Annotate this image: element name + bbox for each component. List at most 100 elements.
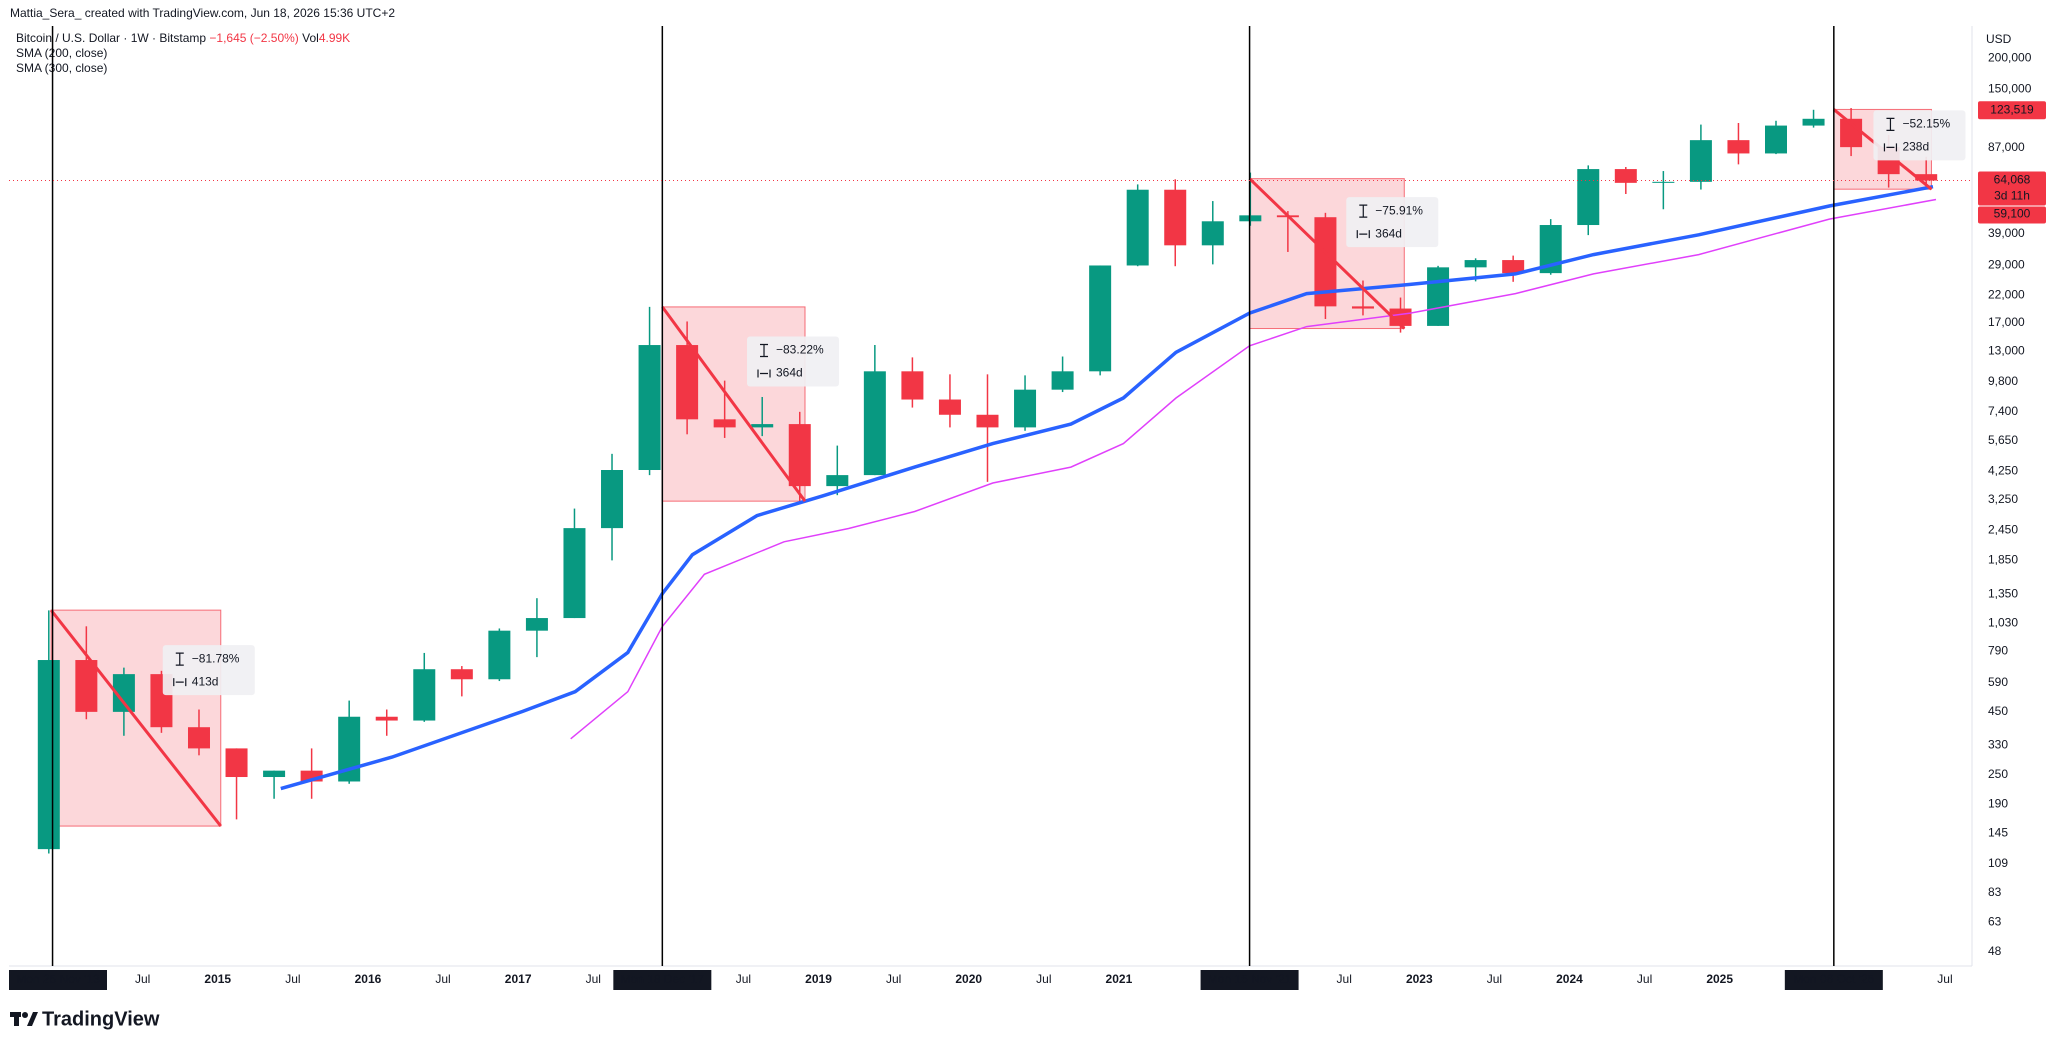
y-tick-label: 87,000 (1988, 140, 2025, 154)
candle-body (901, 371, 924, 400)
candle-body (713, 419, 736, 428)
y-tick-label: 150,000 (1988, 82, 2032, 96)
x-tick-label: Jul (285, 972, 300, 986)
y-tick-label: 83 (1988, 885, 2002, 899)
candle-body (1239, 215, 1262, 222)
y-tick-label: 3,250 (1988, 492, 2018, 506)
y-tick-label: 5,650 (1988, 433, 2018, 447)
y-tick-label: 790 (1988, 644, 2008, 658)
x-tick-label: 2019 (805, 972, 832, 986)
candle-body (1915, 174, 1938, 181)
marker-label-box (1784, 970, 1883, 990)
price-tag-label: 123,519 (1990, 102, 2034, 116)
candle-body (1652, 181, 1675, 183)
y-tick-label: 2,450 (1988, 522, 2018, 536)
duration-icon (173, 678, 187, 687)
candle-body (1089, 265, 1112, 372)
x-tick-label: Jul (886, 972, 901, 986)
candle-body (112, 674, 135, 712)
x-tick-label: Jul (1036, 972, 1051, 986)
logo-slash (27, 1012, 38, 1026)
x-tick-label: 2023 (1406, 972, 1433, 986)
candle-body (1689, 140, 1712, 182)
candle-body (601, 470, 624, 529)
marker-label-box (9, 970, 107, 990)
measure-diagonal (49, 609, 222, 828)
marker-label: Mon 18 Dec '17 (620, 972, 704, 986)
y-tick-label: 63 (1988, 915, 2002, 929)
candle-body (1840, 118, 1863, 148)
candle-body (938, 399, 961, 415)
volume: 4.99K (319, 31, 350, 45)
sma-line (570, 198, 1937, 740)
candle-body (225, 748, 248, 778)
candle-body (1164, 189, 1187, 246)
candle-body (1502, 260, 1525, 274)
range-icon (1359, 204, 1368, 218)
y-tick-label: 200,000 (1988, 51, 2032, 65)
measure-duration: 364d (1375, 226, 1402, 240)
y-tick-label: 590 (1988, 675, 2008, 689)
x-tick-label: 2016 (355, 972, 382, 986)
x-tick-label: Jul (1487, 972, 1502, 986)
candle-body (1464, 260, 1487, 268)
price-tag (1978, 101, 2046, 120)
candle-body (375, 716, 398, 721)
y-tick-label: 145 (1988, 825, 2008, 839)
marker-label: Mon 06 Oct '25 (1793, 972, 1874, 986)
brand: TradingView (42, 1008, 160, 1030)
candle-body (1765, 125, 1788, 154)
legend-sma200: SMA (200, close) (16, 46, 107, 60)
candle-body (37, 660, 60, 850)
y-tick-label: 17,000 (1988, 315, 2025, 329)
marker-label-box (1200, 970, 1299, 990)
candle-body (450, 669, 473, 680)
price-tag (1978, 171, 2046, 206)
duration-icon (757, 369, 771, 378)
candle-body (751, 424, 774, 428)
y-tick-label: 29,000 (1988, 258, 2025, 272)
candle-body (1427, 267, 1450, 326)
candle-body (976, 414, 999, 428)
sma-line (280, 184, 1934, 791)
candle-body (338, 716, 361, 782)
credit: Mattia_Sera_ created with TradingView.co… (10, 6, 395, 20)
y-tick-label: 450 (1988, 704, 2008, 718)
y-tick-label: 1,350 (1988, 586, 2018, 600)
price-tag-label: 64,068 (1994, 173, 2031, 187)
y-tick-label: 9,800 (1988, 374, 2018, 388)
candle-body (300, 770, 323, 782)
candle-body (826, 475, 849, 487)
x-tick-label: Jul (135, 972, 150, 986)
x-tick-label: 2020 (955, 972, 982, 986)
candle-body (638, 345, 661, 471)
x-tick-label: 2024 (1556, 972, 1583, 986)
x-tick-label: 2025 (1706, 972, 1733, 986)
price-tag-label: 59,100 (1994, 207, 2031, 221)
measure-duration: 238d (1902, 140, 1929, 154)
measure-change: −81.78% (192, 651, 240, 665)
measure-duration: 364d (776, 366, 803, 380)
price-tag (1978, 206, 2046, 224)
candle-body (1201, 221, 1224, 246)
y-tick-label: 190 (1988, 796, 2008, 810)
change: −1,645 (−2.50%) (209, 31, 298, 45)
measure-change: −75.91% (1375, 203, 1423, 217)
candle-body (187, 727, 210, 749)
candle-body (1126, 189, 1149, 266)
symbol: Bitcoin / U.S. Dollar · 1W · Bitstamp (16, 31, 206, 45)
y-tick-label: 1,850 (1988, 553, 2018, 567)
x-tick-label: Jul (586, 972, 601, 986)
candle-body (676, 345, 699, 420)
logo-dot (22, 1012, 28, 1018)
measure-change: −52.15% (1902, 117, 1950, 131)
candle-body (1014, 389, 1037, 428)
candle-body (1351, 306, 1374, 309)
y-tick-label: 4,250 (1988, 463, 2018, 477)
logo: TradingView (10, 1008, 160, 1030)
price-tag-countdown: 3d 11h (1994, 189, 2030, 203)
duration-icon (1356, 230, 1370, 239)
y-tick-label: 7,400 (1988, 404, 2018, 418)
logo-stem (14, 1012, 19, 1026)
